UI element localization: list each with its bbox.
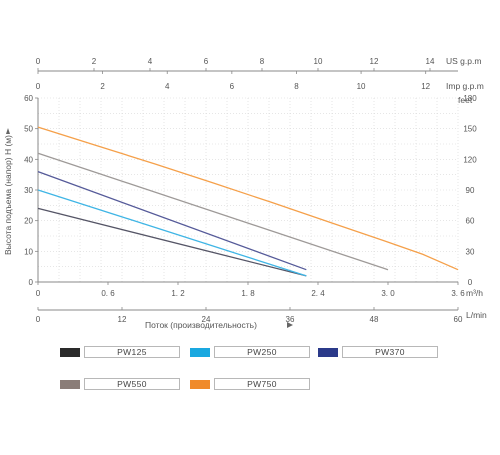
feet-tick-label: 60 bbox=[466, 217, 475, 226]
us-gpm-tick-label: 8 bbox=[260, 57, 265, 66]
x-tick-label-m3h: 2. 4 bbox=[311, 289, 325, 298]
series-line-pw250 bbox=[37, 189, 307, 277]
y-axis-label: Высота подъема (напор) H (м) bbox=[3, 135, 13, 255]
us-gpm-tick-label: 0 bbox=[36, 57, 41, 66]
legend-swatch-pw550 bbox=[60, 379, 80, 389]
us-gpm-tick-label: 10 bbox=[314, 57, 323, 66]
feet-tick-label: 120 bbox=[463, 155, 477, 164]
chart-grid bbox=[37, 97, 459, 283]
y-tick-label: 20 bbox=[24, 217, 33, 226]
y-tick-label: 10 bbox=[24, 247, 33, 256]
us-gpm-tick-label: 2 bbox=[92, 57, 97, 66]
x-axis-arrow-icon bbox=[287, 322, 293, 328]
x-tick-label-lmin: 0 bbox=[36, 315, 41, 324]
imp-gpm-tick-label: 2 bbox=[100, 82, 105, 91]
series-line-pw750 bbox=[37, 126, 459, 271]
us-gpm-tick-label: 12 bbox=[370, 57, 379, 66]
x-tick-label-m3h: 0. 6 bbox=[101, 289, 115, 298]
x-tick-label-m3h: 3. 0 bbox=[381, 289, 395, 298]
legend-swatch-pw250 bbox=[190, 347, 210, 357]
x-tick-label-m3h: 0 bbox=[36, 289, 41, 298]
legend-label-pw750: PW750 bbox=[214, 378, 310, 390]
x-tick-label-m3h: 1. 2 bbox=[171, 289, 185, 298]
x-tick-label-lmin: 36 bbox=[286, 315, 295, 324]
x-tick-label-m3h: 3. 6 bbox=[451, 289, 465, 298]
legend-item-pw125: PW125 bbox=[60, 346, 180, 358]
feet-tick-label: 150 bbox=[463, 125, 477, 134]
legend-item-pw250: PW250 bbox=[190, 346, 310, 358]
legend-item-pw550: PW550 bbox=[60, 378, 180, 390]
imp-gpm-tick-label: 4 bbox=[165, 82, 170, 91]
series-line-pw125 bbox=[37, 207, 307, 277]
x-tick-label-lmin: 24 bbox=[202, 315, 211, 324]
legend-swatch-pw750 bbox=[190, 379, 210, 389]
x-tick-label-lmin: 48 bbox=[370, 315, 379, 324]
y-tick-label: 40 bbox=[24, 155, 33, 164]
us-gpm-tick-label: 4 bbox=[148, 57, 153, 66]
y-tick-label: 0 bbox=[29, 278, 34, 287]
y-axis-arrow-icon bbox=[6, 128, 10, 134]
legend-label-pw125: PW125 bbox=[84, 346, 180, 358]
lmin-unit-label: L/min bbox=[466, 310, 487, 320]
us-gpm-tick-label: 6 bbox=[204, 57, 209, 66]
m3h-unit-label: m³/h bbox=[466, 288, 483, 298]
legend-swatch-pw125 bbox=[60, 347, 80, 357]
legend-label-pw250: PW250 bbox=[214, 346, 310, 358]
legend-label-pw550: PW550 bbox=[84, 378, 180, 390]
series-line-pw550 bbox=[37, 152, 389, 271]
imp-gpm-unit-label: Imp g.p.m bbox=[446, 81, 484, 91]
x-tick-label-lmin: 60 bbox=[454, 315, 463, 324]
x-tick-label-lmin: 12 bbox=[118, 315, 127, 324]
imp-gpm-tick-label: 10 bbox=[357, 82, 366, 91]
x-axis-label: Поток (производительность) bbox=[145, 320, 257, 330]
us-gpm-unit-label: US g.p.m bbox=[446, 56, 481, 66]
feet-tick-label: 30 bbox=[466, 247, 475, 256]
imp-gpm-tick-label: 12 bbox=[421, 82, 430, 91]
legend-swatch-pw370 bbox=[318, 347, 338, 357]
feet-tick-label: 180 bbox=[463, 94, 477, 103]
legend-item-pw750: PW750 bbox=[190, 378, 310, 390]
y-tick-label: 60 bbox=[24, 94, 33, 103]
feet-unit-label: feet bbox=[458, 95, 473, 105]
series-line-pw370 bbox=[37, 170, 307, 271]
x-tick-label-m3h: 1. 8 bbox=[241, 289, 255, 298]
chart-series bbox=[37, 126, 459, 277]
feet-tick-label: 90 bbox=[466, 186, 475, 195]
imp-gpm-tick-label: 8 bbox=[294, 82, 299, 91]
feet-tick-label: 0 bbox=[468, 278, 473, 287]
imp-gpm-tick-label: 6 bbox=[230, 82, 235, 91]
legend-item-pw370: PW370 bbox=[318, 346, 438, 358]
imp-gpm-tick-label: 0 bbox=[36, 82, 41, 91]
us-gpm-tick-label: 14 bbox=[426, 57, 435, 66]
y-tick-label: 50 bbox=[24, 125, 33, 134]
chart-axes bbox=[37, 70, 458, 311]
legend-label-pw370: PW370 bbox=[342, 346, 438, 358]
y-tick-label: 30 bbox=[24, 186, 33, 195]
